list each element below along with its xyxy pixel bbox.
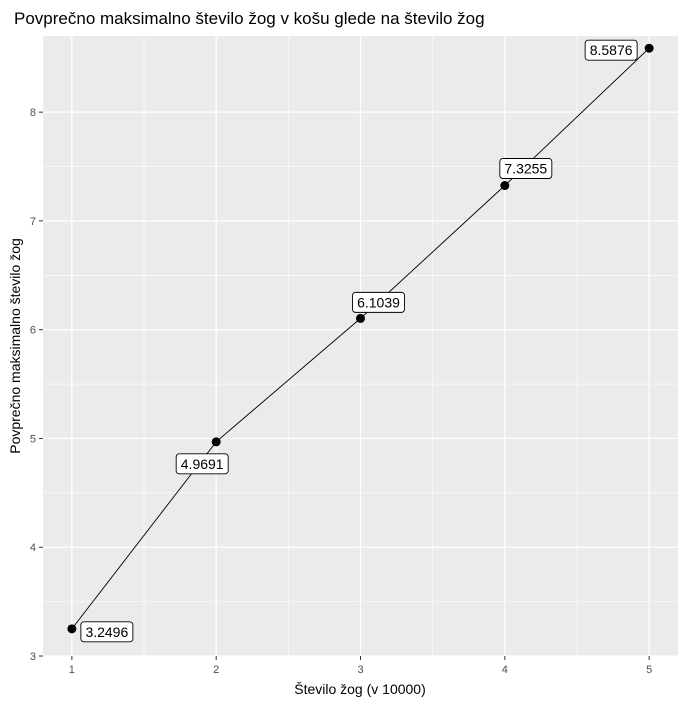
- data-label-box: [80, 621, 134, 643]
- chart-title: Povprečno maksimalno število žog v košu …: [14, 9, 485, 28]
- data-label-text: 4.9691: [181, 456, 224, 472]
- data-label: 7.3255: [499, 158, 553, 179]
- data-point: [356, 313, 365, 323]
- data-label-box: [584, 39, 638, 61]
- y-tick-label: 3: [30, 651, 36, 663]
- data-label-box: [352, 291, 405, 313]
- data-label: 4.9691: [175, 453, 229, 475]
- y-axis-ticks: 3 4 5 6 7 8: [30, 107, 43, 663]
- data-label-text: 7.3255: [504, 161, 547, 177]
- x-axis-title: Število žog (v 10000): [294, 681, 426, 697]
- x-tick-label: 4: [502, 664, 508, 676]
- data-point: [500, 181, 510, 191]
- x-tick-label: 3: [357, 664, 363, 676]
- data-point: [211, 437, 221, 447]
- data-label-text: 8.5876: [590, 42, 633, 58]
- data-label: 6.1039: [352, 291, 405, 313]
- data-point: [644, 43, 654, 53]
- data-label-text: 3.2496: [85, 624, 128, 640]
- x-tick-label: 5: [646, 664, 652, 676]
- data-label: 3.2496: [80, 621, 134, 643]
- x-tick-label: 1: [69, 664, 75, 676]
- data-points: [67, 43, 654, 634]
- data-label-text: 6.1039: [357, 294, 400, 310]
- y-tick-label: 5: [30, 433, 36, 445]
- data-label-box: [175, 453, 229, 475]
- data-label: 8.5876: [584, 39, 638, 61]
- y-tick-label: 6: [30, 325, 36, 337]
- data-label-box: [499, 158, 553, 179]
- x-tick-label: 2: [213, 664, 219, 676]
- y-tick-label: 4: [30, 542, 36, 554]
- y-tick-label: 8: [30, 107, 36, 119]
- data-labels: 3.2496 4.9691 6.1039 7.3255 8.5876: [80, 39, 638, 643]
- y-axis-title: Povprečno maksimalno število žog: [7, 238, 23, 454]
- data-point: [67, 624, 77, 634]
- y-tick-label: 7: [30, 216, 36, 228]
- x-axis-ticks: 1 2 3 4 5: [69, 656, 652, 676]
